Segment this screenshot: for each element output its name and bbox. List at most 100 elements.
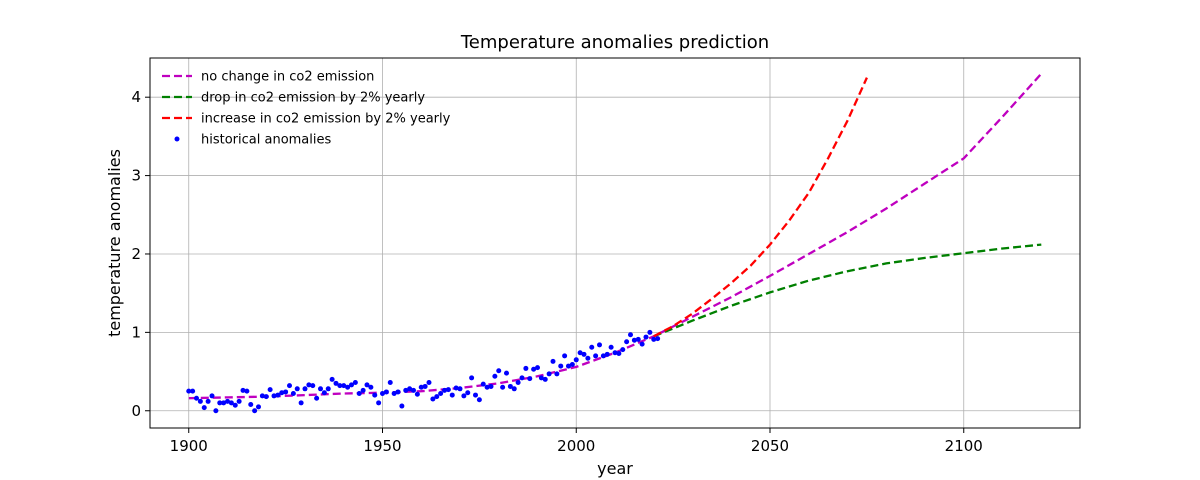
data-point	[655, 336, 661, 342]
legend: no change in co2 emission drop in co2 emi…	[162, 70, 451, 148]
data-point	[527, 376, 533, 382]
data-point	[225, 398, 230, 404]
x-axis-ticks: 1900 1950 2000 2050 2100	[170, 428, 983, 455]
x-tick-label: 1900	[170, 437, 208, 455]
data-point	[438, 391, 444, 397]
data-point	[252, 408, 258, 414]
data-point	[325, 386, 331, 392]
data-point	[213, 408, 219, 414]
data-point	[651, 336, 657, 342]
data-point	[589, 344, 595, 350]
data-point	[469, 375, 475, 381]
data-point	[205, 398, 211, 404]
data-point	[279, 390, 285, 396]
data-point	[500, 384, 506, 390]
legend-label: drop in co2 emission by 2% yearly	[201, 91, 425, 106]
data-point	[240, 387, 246, 393]
data-point	[232, 402, 238, 408]
data-point	[345, 384, 351, 390]
y-tick-label: 0	[131, 402, 141, 420]
data-point	[577, 350, 583, 356]
data-point	[647, 329, 653, 335]
data-point	[368, 384, 374, 390]
data-point	[465, 390, 471, 396]
data-point	[581, 351, 587, 357]
data-point	[597, 342, 602, 348]
legend-marker	[174, 136, 180, 142]
series-line-increase-in-co2-emission-by-2-yearly	[653, 77, 868, 338]
data-point	[453, 385, 459, 391]
data-point	[573, 357, 579, 363]
data-point	[546, 371, 552, 377]
data-point	[593, 353, 599, 359]
data-point	[562, 353, 568, 359]
data-point	[407, 386, 413, 392]
data-point	[275, 392, 281, 398]
data-point	[372, 392, 378, 398]
data-point	[569, 362, 575, 368]
data-point	[631, 337, 637, 343]
x-axis-label: year	[597, 459, 633, 478]
data-point	[422, 383, 428, 389]
data-point	[337, 383, 343, 389]
data-point	[256, 404, 261, 410]
data-point	[558, 363, 564, 369]
data-point	[442, 387, 447, 393]
data-point	[318, 386, 323, 392]
data-point	[538, 375, 544, 381]
data-point	[248, 401, 254, 407]
data-point	[360, 387, 366, 393]
data-point	[449, 392, 455, 398]
data-point	[329, 376, 335, 382]
data-point	[445, 387, 451, 393]
data-point	[302, 386, 308, 392]
data-point	[395, 389, 401, 395]
data-point	[217, 400, 223, 406]
y-tick-label: 1	[131, 323, 141, 341]
data-point	[624, 339, 630, 345]
data-point	[209, 393, 215, 399]
data-point	[492, 373, 498, 379]
data-point	[488, 383, 494, 389]
data-point	[616, 351, 622, 357]
data-point	[236, 398, 242, 404]
data-point	[535, 365, 540, 371]
data-point	[333, 380, 339, 386]
data-point	[457, 386, 463, 392]
data-point	[523, 365, 529, 371]
data-point	[604, 351, 610, 357]
legend-label: increase in co2 emission by 2% yearly	[201, 112, 451, 127]
data-point	[376, 400, 382, 406]
data-point	[628, 332, 633, 338]
data-point	[186, 388, 192, 394]
data-point	[511, 386, 517, 392]
data-point	[612, 350, 618, 356]
data-point	[504, 370, 509, 376]
data-point	[267, 387, 273, 393]
series-line-drop-in-co2-emission-by-2-yearly	[653, 243, 1042, 338]
data-point	[321, 390, 327, 396]
data-point	[259, 393, 265, 399]
data-point	[287, 383, 292, 389]
y-axis-ticks: 0 1 2 3 4	[131, 88, 150, 420]
data-point	[480, 381, 486, 387]
data-point	[290, 391, 296, 397]
x-tick-label: 2100	[945, 437, 983, 455]
legend-label: no change in co2 emission	[201, 70, 374, 85]
data-point	[531, 366, 537, 372]
data-point	[190, 388, 196, 394]
data-point	[387, 380, 393, 386]
data-point	[635, 336, 641, 342]
data-point	[194, 395, 199, 401]
data-point	[391, 391, 397, 397]
data-point	[542, 376, 548, 382]
x-tick-label: 2050	[751, 437, 789, 455]
plot-frame	[149, 57, 1081, 429]
data-point	[426, 380, 432, 386]
data-point	[399, 403, 405, 409]
data-point	[600, 353, 606, 359]
data-point	[403, 387, 409, 393]
y-tick-label: 4	[131, 88, 141, 106]
data-point	[566, 363, 571, 369]
